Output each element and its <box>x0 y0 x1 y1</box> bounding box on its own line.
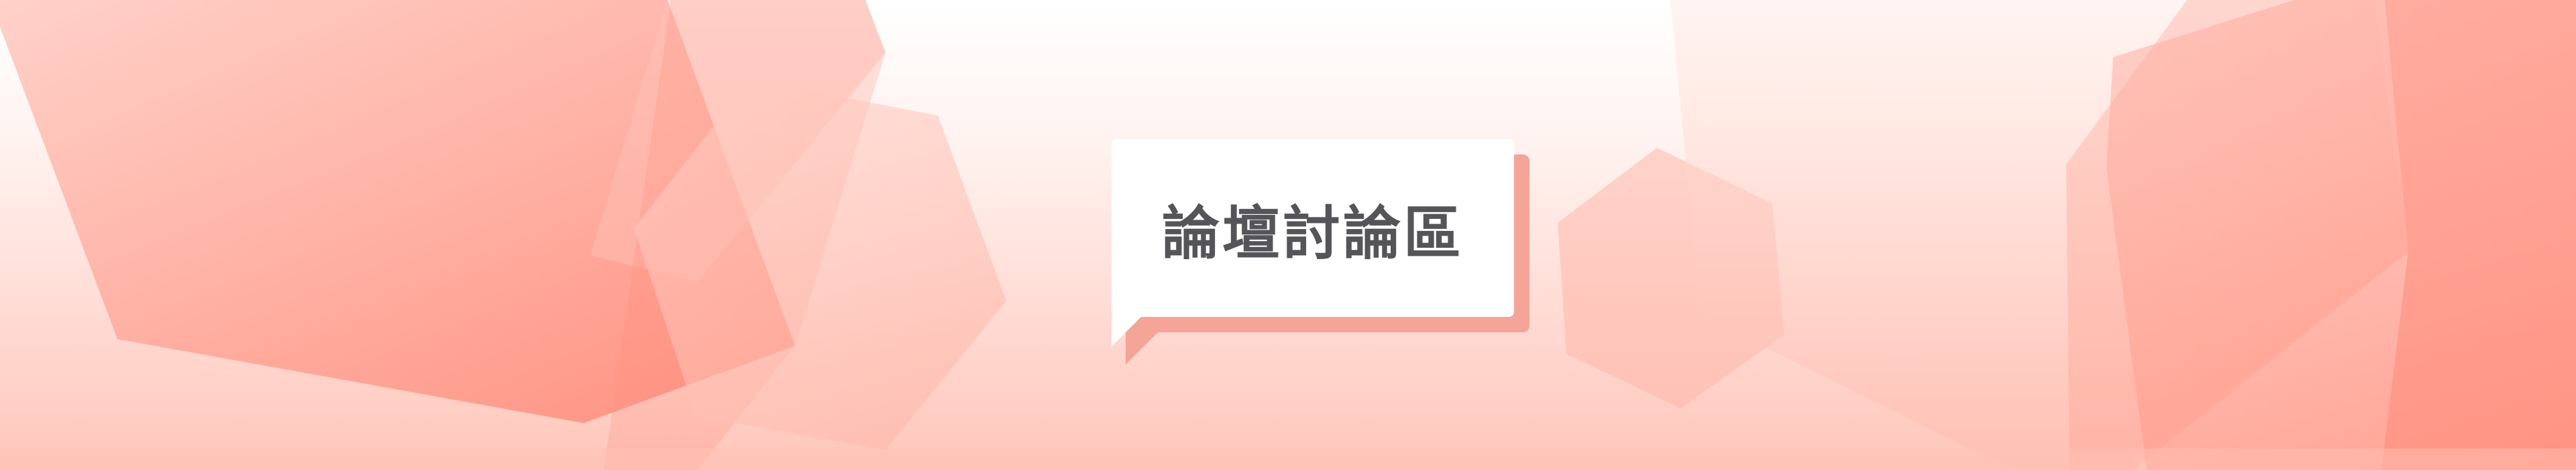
hexagon-shape-right-edge <box>2381 0 2576 470</box>
banner-title: 論壇討論區 <box>1162 200 1464 267</box>
speech-bubble-tail <box>1112 314 1144 346</box>
bottom-band <box>0 449 2576 470</box>
hexagon-shape-left-large <box>0 0 795 423</box>
hexagon-shape-left-mid <box>634 79 1006 450</box>
speech-bubble: 論壇討論區 <box>1112 139 1514 317</box>
hexagon-shape-right-large <box>2106 0 2576 470</box>
